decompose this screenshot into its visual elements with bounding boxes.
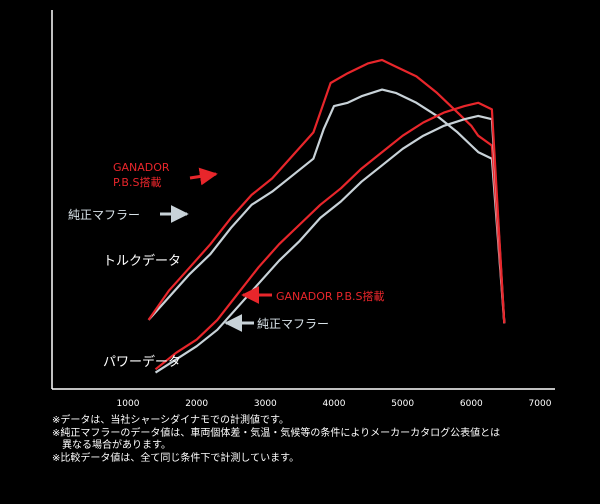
power-red-label: GANADOR P.B.S搭載 xyxy=(276,290,385,303)
series-lines xyxy=(147,58,506,374)
dyno-chart: 1000 2000 3000 4000 5000 6000 7000 GANADOR P.B… xyxy=(51,10,555,409)
x-tick-labels: 1000 2000 3000 4000 5000 6000 7000 xyxy=(117,399,552,409)
x-tick-label: 3000 xyxy=(254,399,277,409)
x-tick-label: 5000 xyxy=(391,399,414,409)
footnote-3: ※比較データ値は、全て同じ条件下で計測しています。 xyxy=(52,452,300,464)
torque-series-line xyxy=(147,58,506,324)
power-series-line xyxy=(154,114,506,374)
x-tick-label: 6000 xyxy=(460,399,483,409)
footnote-2-continued: 異なる場合があります。 xyxy=(62,440,171,451)
torque-red-label-line2: P.B.S搭載 xyxy=(113,176,161,189)
footnote-2: ※純正マフラーのデータ値は、車両個体差・気温・気候等の条件によりメーカーカタログ… xyxy=(52,427,501,439)
footnotes: ※データは、当社シャーシダイナモでの計測値です。 ※純正マフラーのデータ値は、車… xyxy=(52,415,592,465)
torque-gray-label: 純正マフラー xyxy=(68,208,140,222)
footnote-1: ※データは、当社シャーシダイナモでの計測値です。 xyxy=(52,415,289,426)
x-tick-label: 4000 xyxy=(323,399,346,409)
torque-group-label: トルクデータ xyxy=(103,253,181,269)
torque-red-arrow-icon xyxy=(189,167,218,186)
x-tick-label: 1000 xyxy=(117,399,140,409)
torque-red-label-line1: GANADOR xyxy=(113,161,170,174)
x-tick-label: 2000 xyxy=(185,399,208,409)
x-tick-label: 7000 xyxy=(529,399,552,409)
power-group-label: パワーデータ xyxy=(103,354,181,370)
torque-series-line xyxy=(147,88,506,324)
power-series-line xyxy=(154,101,506,371)
power-gray-label: 純正マフラー xyxy=(257,317,329,331)
